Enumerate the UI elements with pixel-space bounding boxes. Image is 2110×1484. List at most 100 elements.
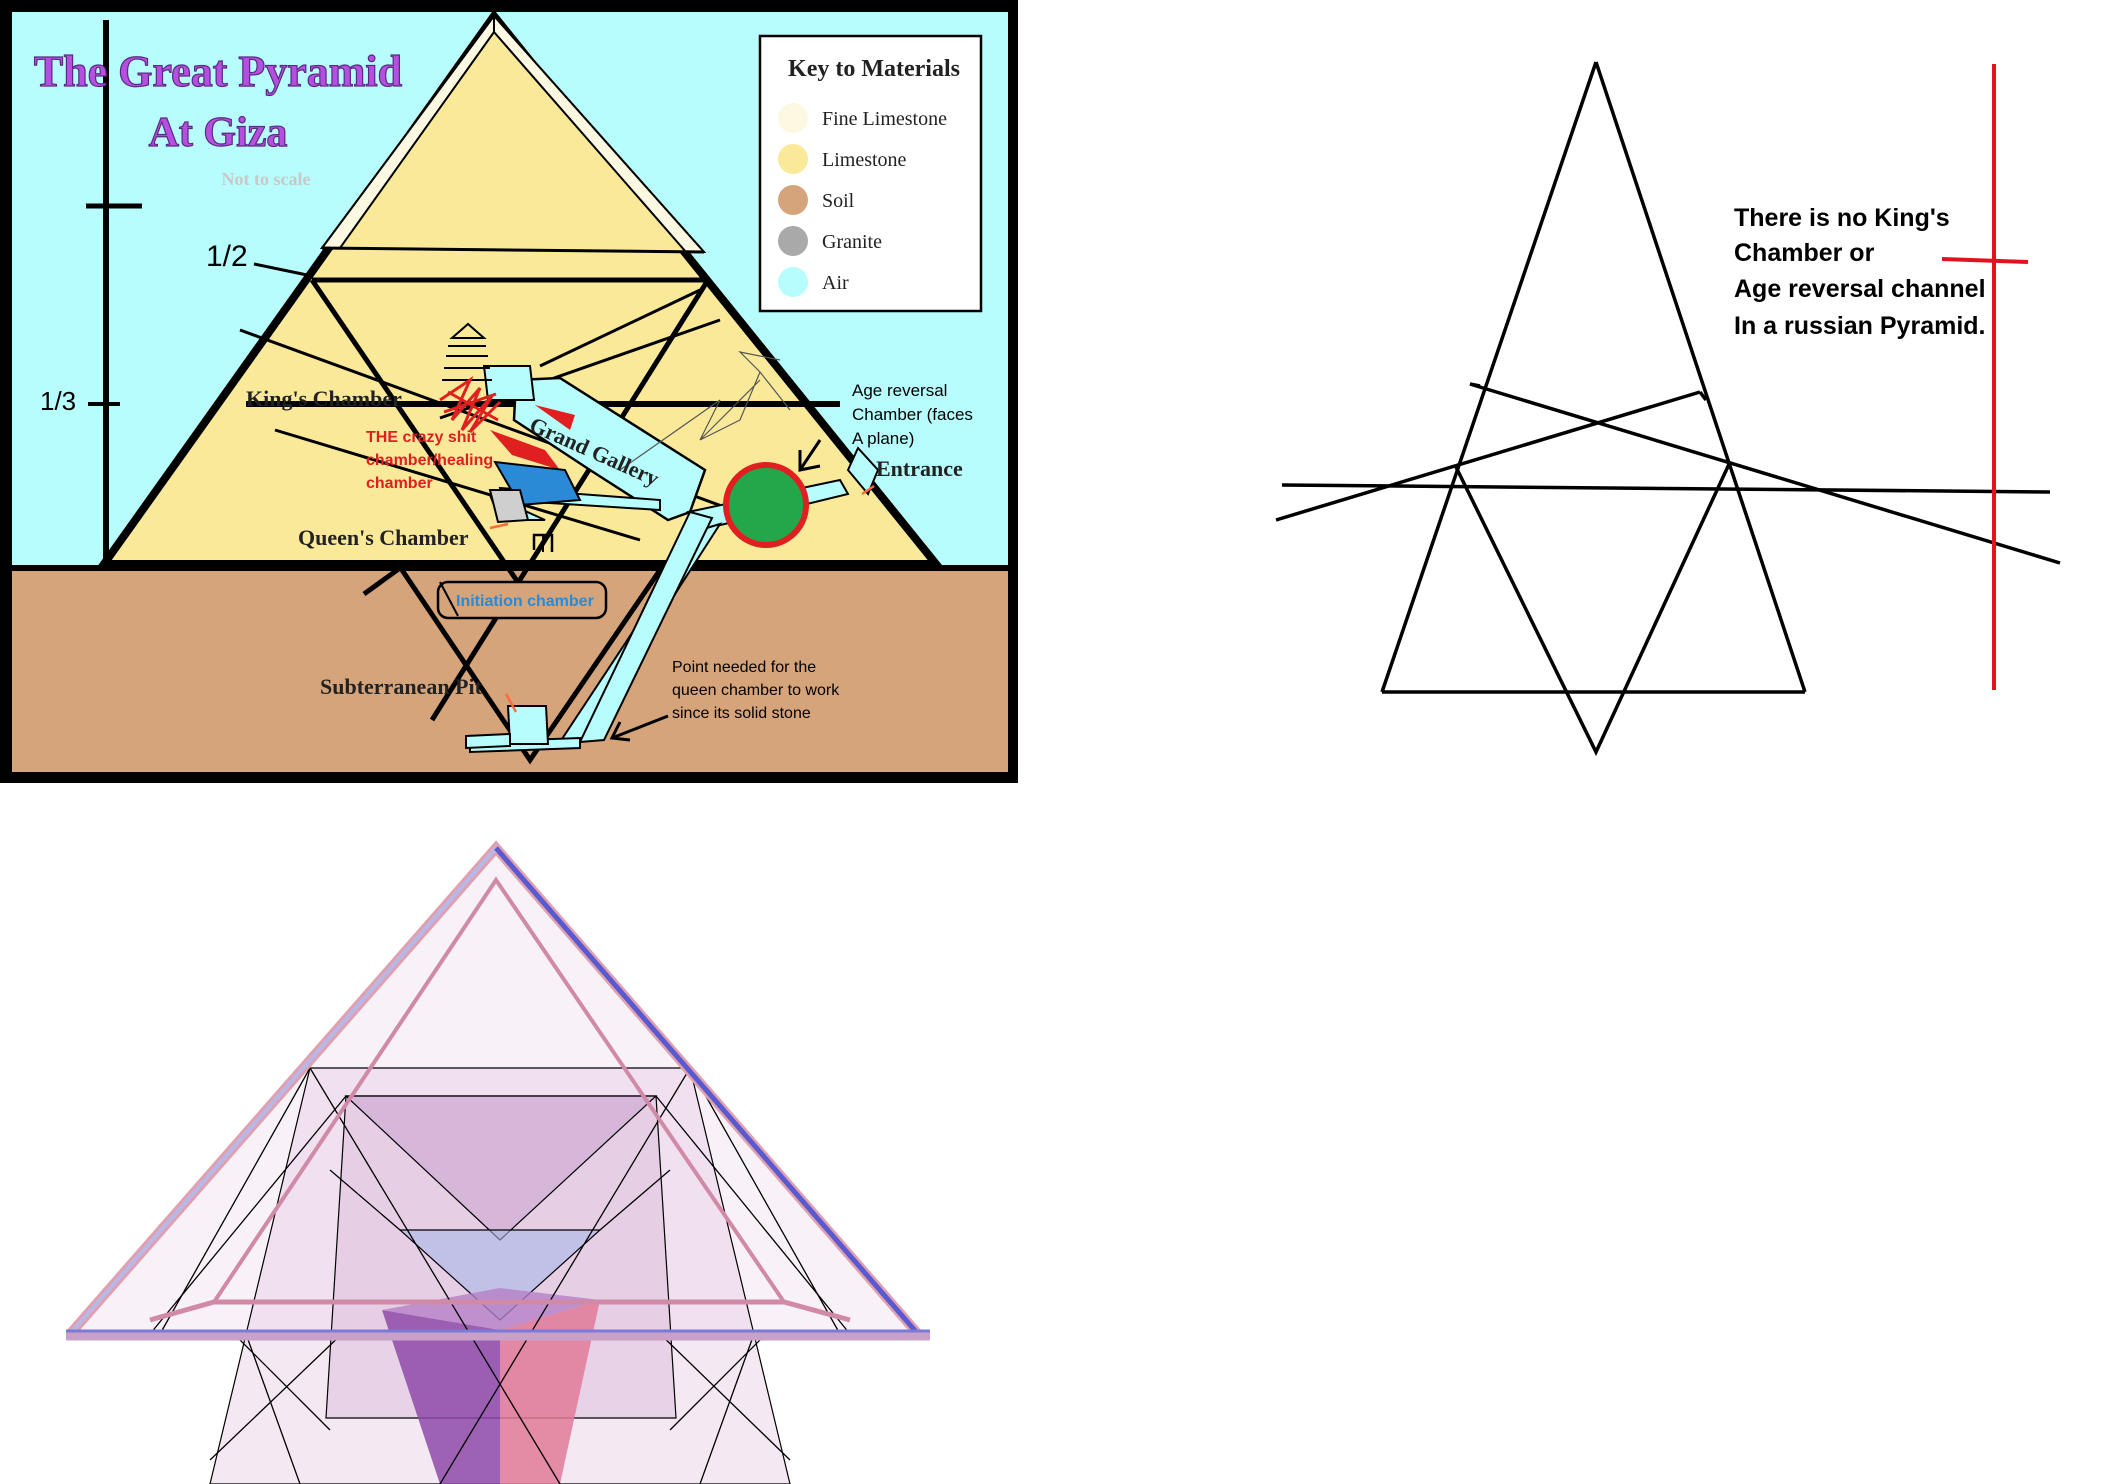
star-blue-face	[398, 1229, 602, 1321]
thin-sketch	[619, 351, 791, 471]
inner-diag-4	[274, 428, 641, 542]
pyramid-body	[96, 9, 945, 568]
wire-1	[309, 1067, 561, 1484]
giza-title-line2: At Giza	[149, 110, 288, 156]
giza-title-line1: The Great Pyramid	[34, 47, 402, 96]
half-pointer	[253, 262, 313, 278]
subterranean-pit	[506, 705, 550, 745]
inner-pyramid-edges	[212, 876, 786, 1304]
outer-edge-blue	[494, 846, 920, 1336]
russian-note-1: There is no King's	[1734, 204, 1950, 232]
legend-label: Air	[822, 272, 849, 294]
label-crazy-3: chamber	[366, 475, 433, 492]
outer-pyramid-face	[70, 848, 918, 1334]
label-point-2: queen chamber to work	[672, 682, 840, 699]
wire-9	[229, 1329, 331, 1431]
arrow-point-head	[609, 721, 631, 742]
inner-diag-1	[309, 278, 533, 602]
label-age-3: A plane)	[852, 429, 914, 448]
label-age-1: Age reversal	[852, 381, 947, 400]
label-crazy-2: chamber/healing	[366, 452, 493, 469]
diagonal-up	[1275, 390, 1701, 522]
wire-13	[329, 1169, 401, 1231]
green-circle	[723, 462, 809, 548]
russian-note-4: In a russian Pyramid.	[1734, 312, 1986, 340]
label-subterranean: Subterranean Pit	[320, 674, 483, 699]
star-top-rim	[382, 1288, 600, 1330]
wire-2	[439, 1067, 691, 1484]
legend-swatch	[778, 226, 808, 256]
label-initiation: Initiation chamber	[456, 593, 594, 610]
red-wedge	[535, 405, 575, 430]
label-point-1: Point needed for the	[672, 659, 816, 676]
legend-swatch	[778, 103, 808, 133]
tall-triangle-left	[1380, 61, 1598, 693]
initiation-chamber-box	[436, 580, 608, 620]
legend-label: Soil	[822, 190, 855, 212]
wire-10	[669, 1329, 771, 1431]
label-third: 1/3	[40, 386, 76, 416]
legend-label: Limestone	[822, 149, 907, 171]
arrow-point-shaft	[611, 714, 669, 740]
pit-arrow	[504, 693, 518, 713]
red-crossbar	[1941, 257, 2029, 264]
red-chamber	[490, 430, 560, 470]
outer-edge-left-highlight	[68, 846, 498, 1336]
label-point-3: since its solid stone	[672, 705, 811, 722]
giza-subtitle: Not to scale	[222, 169, 311, 189]
legend: Key to Materials Fine Limestone Limestone…	[758, 34, 983, 313]
red-scribble	[439, 375, 502, 434]
russian-note-2: Chamber or	[1734, 239, 1875, 267]
well-shaft	[578, 510, 714, 744]
initiation-slash	[439, 581, 459, 617]
wire-5	[159, 1067, 311, 1335]
legend-swatch	[778, 185, 808, 215]
diagonal-down	[1469, 382, 2061, 565]
wire-11	[245, 1333, 301, 1484]
label-age-2: Chamber (faces	[852, 405, 973, 424]
label-queens-chamber: Queen's Chamber	[298, 525, 469, 550]
legend-label: Granite	[822, 231, 882, 253]
wireframe	[149, 1067, 851, 1484]
label-entrance: Entrance	[876, 456, 963, 481]
diagonal-tick	[1469, 382, 1481, 388]
wire-7	[209, 1329, 347, 1461]
wire-12	[699, 1333, 755, 1484]
inverted-triangle-sketch	[1454, 461, 1732, 757]
horizontal-line	[1281, 483, 2051, 494]
inner-rim	[149, 1299, 851, 1323]
cap-base-line	[321, 246, 705, 254]
legend-title: Key to Materials	[788, 56, 960, 82]
label-kings-chamber: King's Chamber	[246, 386, 402, 411]
wire-6	[689, 1067, 841, 1335]
star-purple-face	[382, 1310, 500, 1484]
russian-note-3: Age reversal channel	[1734, 275, 1986, 303]
legend-swatch	[778, 267, 808, 297]
legend-swatch	[778, 144, 808, 174]
label-crazy-1: THE crazy shit	[366, 429, 477, 446]
giza-diagram: Key to Materials Fine Limestone Limestone…	[0, 0, 1018, 783]
kings-chamber-room	[482, 365, 536, 401]
queens-arrow	[489, 522, 509, 530]
pit-dead-end	[465, 732, 511, 750]
inverted-triangle	[399, 568, 663, 765]
legend-label: Fine Limestone	[822, 108, 947, 130]
entrance-notch	[846, 446, 880, 496]
star-pink-face	[500, 1300, 600, 1484]
wire-14	[599, 1169, 671, 1231]
diagonal-hook	[1698, 390, 1708, 402]
entrance-arrow	[861, 484, 875, 496]
star-tetrahedron-render	[66, 840, 930, 1484]
arrow-age-head	[798, 450, 821, 472]
relieving-apex	[449, 322, 487, 339]
tall-triangle-right	[1594, 61, 1807, 693]
inverted-left-stub	[362, 565, 402, 597]
star-upper-face	[344, 1095, 658, 1241]
inner-diag-5	[539, 288, 701, 368]
queens-chamber-room	[488, 489, 530, 524]
legend-items: Fine Limestone Limestone Soil Granite Air	[778, 103, 947, 297]
russian-sketch	[1275, 61, 2061, 757]
arrow-age-shaft	[798, 439, 822, 471]
wire-8	[655, 1329, 791, 1461]
